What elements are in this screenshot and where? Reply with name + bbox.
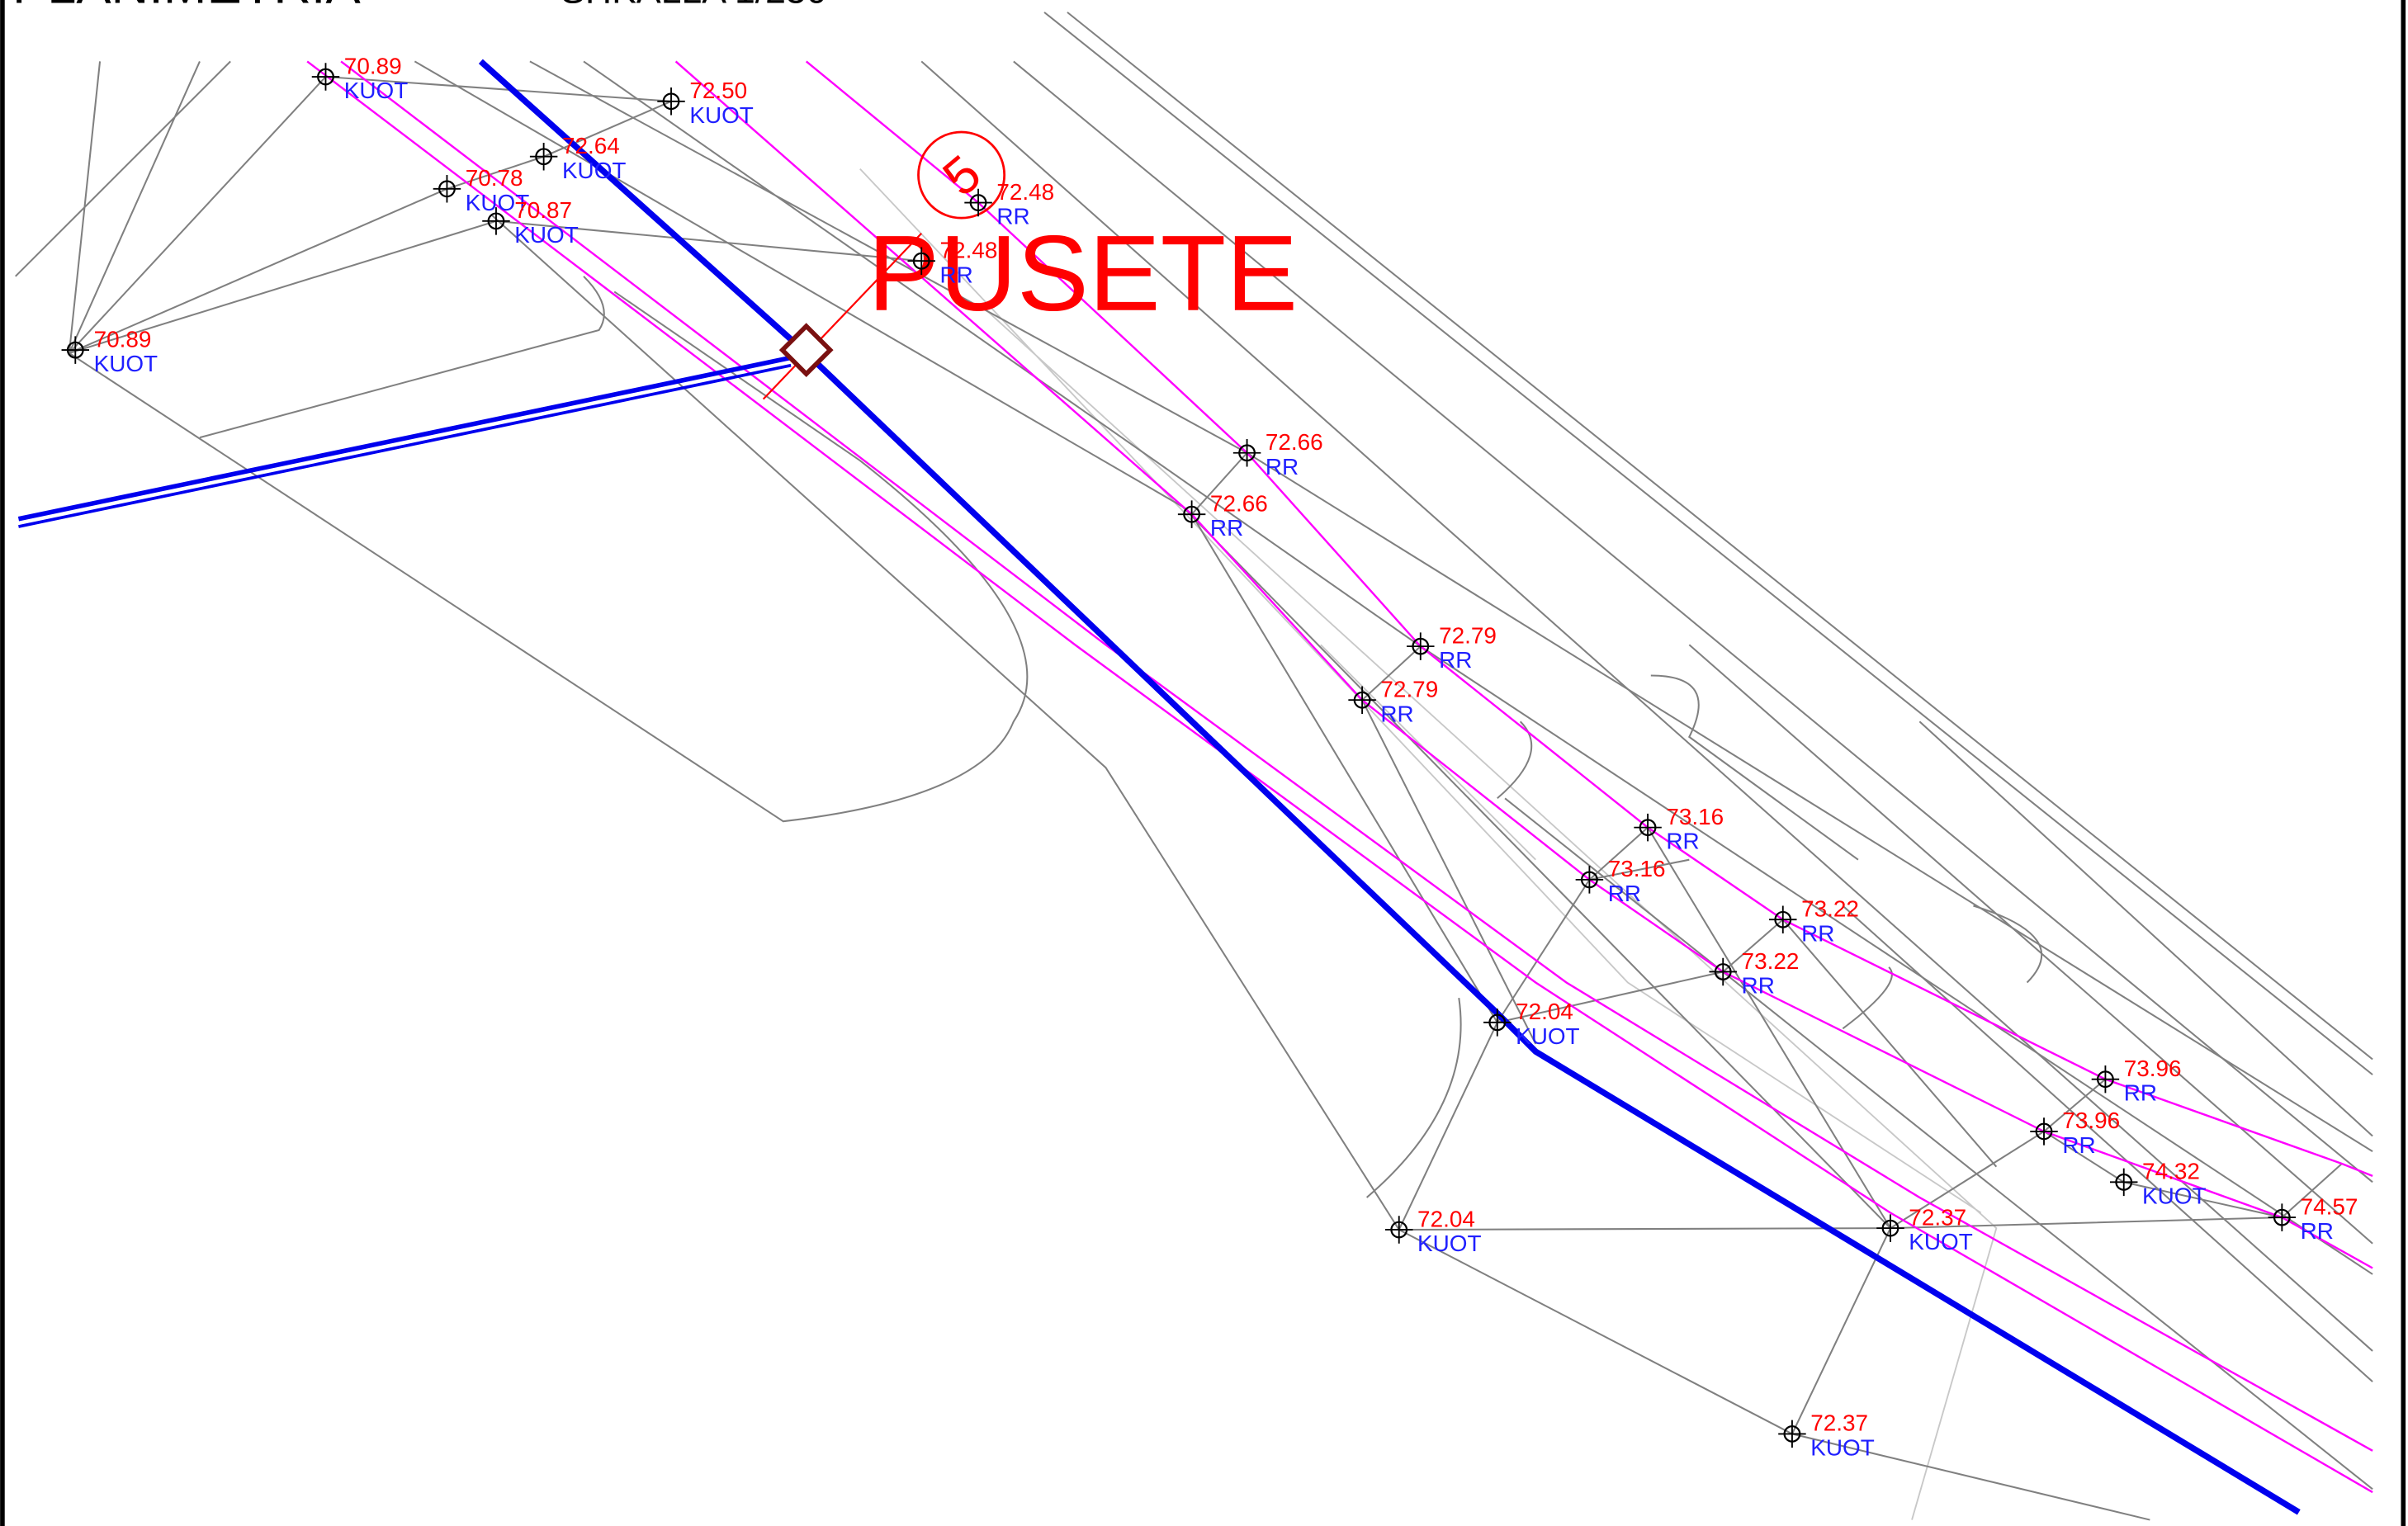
point-elevation: 70.89 bbox=[344, 53, 402, 78]
sheet-title: PLANIMETRIA bbox=[12, 0, 361, 15]
point-code: RR bbox=[1666, 829, 1699, 854]
point-code: RR bbox=[1801, 920, 1834, 946]
point-code: RR bbox=[940, 262, 973, 287]
point-code: KUOT bbox=[94, 351, 158, 376]
point-code: RR bbox=[1380, 701, 1413, 726]
point-elevation: 72.66 bbox=[1210, 490, 1268, 516]
point-code: RR bbox=[2062, 1132, 2095, 1158]
point-elevation: 70.87 bbox=[514, 197, 572, 223]
point-elevation: 73.16 bbox=[1608, 856, 1666, 881]
point-elevation: 72.50 bbox=[689, 78, 747, 103]
point-code: KUOT bbox=[344, 78, 408, 103]
point-elevation: 72.04 bbox=[1417, 1206, 1475, 1231]
point-elevation: 72.79 bbox=[1439, 622, 1497, 648]
point-elevation: 72.48 bbox=[940, 238, 998, 263]
point-code: RR bbox=[2301, 1218, 2334, 1244]
survey-plan: PLANIMETRIA SHKALLA 1/250 5 PUSETE 70.89… bbox=[0, 0, 2408, 1526]
point-elevation: 73.22 bbox=[1801, 896, 1859, 922]
point-elevation: 72.37 bbox=[1810, 1410, 1868, 1436]
manhole-label: PUSETE bbox=[868, 213, 1298, 333]
point-code: KUOT bbox=[1810, 1434, 1874, 1460]
point-code: KUOT bbox=[2142, 1183, 2206, 1208]
point-elevation: 73.96 bbox=[2124, 1056, 2182, 1081]
point-code: RR bbox=[996, 204, 1029, 229]
point-elevation: 74.32 bbox=[2142, 1159, 2200, 1184]
point-elevation: 74.57 bbox=[2301, 1193, 2358, 1219]
point-code: RR bbox=[1608, 881, 1641, 906]
point-code: KUOT bbox=[1516, 1023, 1579, 1049]
point-elevation: 72.37 bbox=[1909, 1204, 1966, 1230]
point-code: RR bbox=[1210, 515, 1243, 541]
point-elevation: 73.96 bbox=[2062, 1108, 2120, 1133]
point-code: RR bbox=[1742, 973, 1775, 999]
point-code: KUOT bbox=[562, 158, 626, 183]
point-elevation: 73.22 bbox=[1742, 948, 1800, 974]
point-code: RR bbox=[2124, 1080, 2157, 1106]
point-elevation: 72.66 bbox=[1266, 429, 1323, 455]
point-elevation: 70.78 bbox=[466, 165, 523, 191]
point-elevation: 72.04 bbox=[1516, 999, 1573, 1024]
point-code: RR bbox=[1439, 647, 1472, 673]
point-elevation: 72.79 bbox=[1380, 677, 1438, 702]
point-code: RR bbox=[1266, 454, 1299, 480]
point-elevation: 70.89 bbox=[94, 326, 152, 352]
point-elevation: 73.16 bbox=[1666, 804, 1724, 829]
point-code: KUOT bbox=[514, 222, 578, 248]
point-code: KUOT bbox=[689, 102, 753, 128]
point-code: KUOT bbox=[1417, 1231, 1481, 1256]
point-elevation: 72.64 bbox=[562, 133, 620, 158]
point-code: KUOT bbox=[1909, 1229, 1972, 1254]
point-elevation: 72.48 bbox=[996, 179, 1054, 205]
sheet-scale: SHKALLA 1/250 bbox=[561, 0, 827, 12]
